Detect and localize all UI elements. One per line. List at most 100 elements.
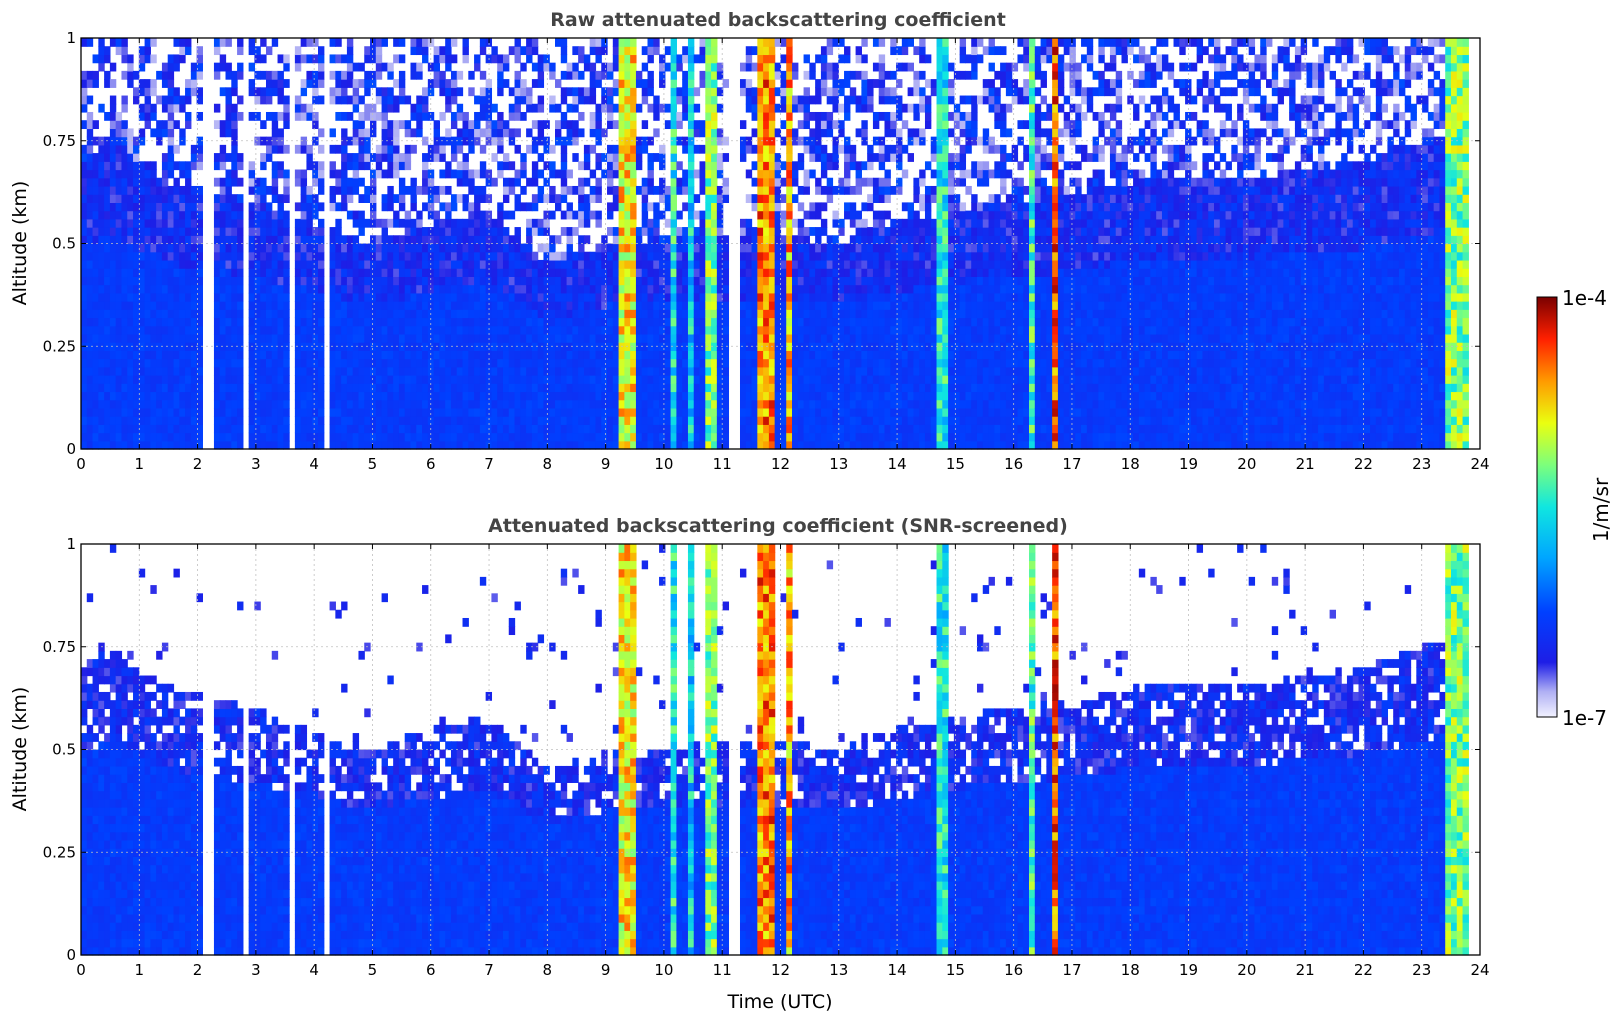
heatmap-cell: [398, 202, 406, 212]
heatmap-cell: [786, 136, 793, 146]
heatmap-cell: [416, 111, 423, 121]
heatmap-cell: [81, 424, 88, 434]
heatmap-cell: [358, 120, 365, 130]
heatmap-cell: [150, 358, 157, 368]
heatmap-cell: [607, 120, 614, 130]
heatmap-cell: [381, 309, 388, 319]
heatmap-cell: [809, 375, 816, 384]
heatmap-cell: [583, 177, 591, 187]
heatmap-cell: [358, 375, 365, 384]
heatmap-cell: [687, 333, 695, 343]
heatmap-cell: [572, 432, 579, 442]
heatmap-cell: [711, 432, 718, 442]
heatmap-cell: [682, 284, 689, 294]
heatmap-cell: [416, 391, 423, 401]
heatmap-cell: [664, 350, 672, 360]
heatmap-cell: [676, 391, 683, 401]
heatmap-cell: [161, 153, 169, 162]
heatmap-cell: [219, 54, 227, 64]
heatmap-cell: [329, 161, 336, 171]
heatmap-cell: [653, 153, 660, 162]
heatmap-cell: [300, 111, 308, 121]
heatmap-cell: [190, 301, 198, 310]
heatmap-cell: [260, 424, 267, 434]
heatmap-cell: [115, 407, 123, 417]
heatmap-cell: [404, 251, 412, 261]
heatmap-cell: [104, 301, 111, 310]
heatmap-cell: [572, 325, 579, 335]
heatmap-cell: [531, 284, 539, 294]
heatmap-cell: [491, 333, 498, 343]
heatmap-cell: [612, 292, 620, 302]
heatmap-cell: [196, 95, 203, 105]
heatmap-cell: [115, 194, 123, 203]
heatmap-cell: [560, 358, 568, 368]
heatmap-cell: [352, 62, 360, 72]
heatmap-cell: [514, 350, 521, 360]
heatmap-cell: [179, 235, 186, 245]
heatmap-cell: [456, 111, 464, 121]
heatmap-cell: [676, 301, 683, 310]
heatmap-cell: [86, 342, 94, 351]
heatmap-cell: [664, 120, 672, 130]
heatmap-cell: [231, 333, 238, 343]
heatmap-cell: [659, 333, 666, 343]
heatmap-cell: [277, 350, 284, 360]
heatmap-cell: [318, 227, 325, 236]
heatmap-cell: [653, 432, 660, 442]
heatmap-cell: [716, 416, 724, 425]
heatmap-cell: [358, 79, 365, 88]
heatmap-cell: [514, 325, 521, 335]
heatmap-cell: [185, 218, 192, 228]
heatmap-cell: [774, 161, 782, 171]
heatmap-cell: [676, 383, 683, 393]
heatmap-cell: [491, 350, 498, 360]
heatmap-cell: [687, 218, 695, 228]
heatmap-cell: [387, 325, 394, 335]
heatmap-cell: [86, 169, 94, 179]
heatmap-cell: [462, 366, 469, 376]
heatmap-cell: [786, 375, 793, 384]
heatmap-cell: [109, 177, 117, 187]
heatmap-cell: [670, 342, 677, 351]
heatmap-cell: [537, 375, 545, 384]
heatmap-cell: [485, 177, 493, 187]
heatmap-cell: [786, 276, 793, 286]
heatmap-cell: [468, 210, 475, 220]
heatmap-cell: [92, 325, 99, 335]
heatmap-cell: [607, 432, 614, 442]
heatmap-cell: [387, 284, 394, 294]
heatmap-cell: [797, 399, 805, 409]
heatmap-cell: [271, 333, 279, 343]
heatmap-cell: [612, 424, 620, 434]
heatmap-cell: [364, 111, 371, 121]
heatmap-cell: [277, 407, 284, 417]
heatmap-cell: [329, 144, 336, 154]
heatmap-cell: [109, 185, 117, 195]
heatmap-cell: [612, 243, 620, 253]
heatmap-cell: [502, 284, 510, 294]
heatmap-cell: [121, 292, 128, 302]
heatmap-cell: [433, 218, 440, 228]
heatmap-cell: [502, 185, 510, 195]
heatmap-cell: [670, 218, 677, 228]
heatmap-cell: [502, 375, 510, 384]
heatmap-cell: [722, 391, 730, 401]
heatmap-cell: [213, 276, 221, 286]
heatmap-cell: [595, 46, 602, 56]
heatmap-cell: [283, 210, 290, 220]
heatmap-cell: [456, 251, 464, 261]
heatmap-cell: [416, 399, 423, 409]
heatmap-cell: [352, 424, 360, 434]
heatmap-cell: [479, 358, 487, 368]
heatmap-cell: [468, 259, 475, 269]
heatmap-cell: [531, 366, 539, 376]
heatmap-cell: [491, 103, 498, 113]
heatmap-cell: [786, 268, 793, 277]
heatmap-cell: [537, 358, 545, 368]
heatmap-cell: [479, 301, 487, 310]
heatmap-cell: [127, 325, 134, 335]
heatmap-cell: [225, 227, 232, 236]
heatmap-cell: [173, 276, 180, 286]
heatmap-cell: [375, 366, 383, 376]
